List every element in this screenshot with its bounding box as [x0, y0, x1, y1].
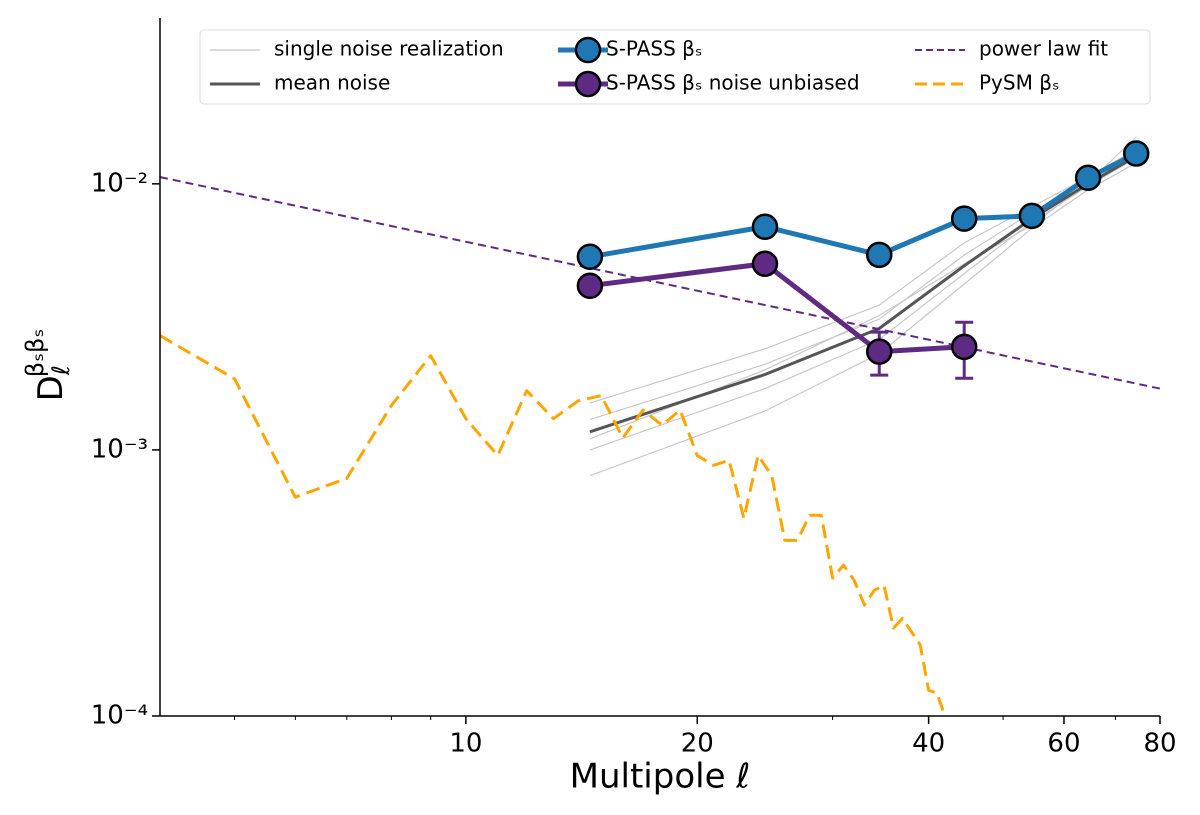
- data-point: [1122, 140, 1150, 167]
- data-point: [576, 272, 604, 299]
- legend-label: mean noise: [274, 71, 390, 95]
- series-line: [589, 261, 965, 355]
- data-point: [751, 250, 779, 277]
- legend-label: power law fit: [979, 37, 1108, 61]
- series-line: [160, 334, 947, 716]
- series-line: [589, 154, 1137, 434]
- data-point: [576, 243, 604, 271]
- legend-label: single noise realization: [274, 37, 504, 61]
- x-tick-label: 40: [912, 729, 945, 759]
- legend-label: S-PASS βₛ noise unbiased: [606, 71, 860, 95]
- data-point: [950, 205, 978, 232]
- legend-marker: [574, 70, 602, 98]
- y-axis-label: Dℓβₛβₛ: [21, 329, 75, 402]
- legend-label: S-PASS βₛ: [606, 37, 702, 61]
- x-tick-label: 80: [1143, 729, 1176, 759]
- data-point: [865, 241, 893, 269]
- data-point: [1074, 164, 1102, 192]
- y-tick-label: 10⁻⁴: [91, 701, 148, 731]
- data-point: [751, 213, 779, 240]
- y-tick-label: 10⁻³: [91, 434, 148, 464]
- legend-marker: [574, 36, 602, 64]
- x-tick-label: 60: [1047, 729, 1080, 759]
- plot-area: [160, 136, 1160, 716]
- data-point: [1018, 202, 1046, 230]
- x-tick-label: 20: [681, 729, 714, 759]
- y-label-base: D: [31, 375, 71, 401]
- noise-realization: [589, 152, 1137, 421]
- x-axis-label: Multipole ℓ: [570, 757, 751, 797]
- legend: single noise realization mean noise S-PASS…: [199, 29, 1151, 105]
- axes: 10 20 40 60 80 10⁻⁴ 10⁻³ 10⁻²: [91, 18, 1177, 759]
- y-label-sup: βₛβₛ: [21, 329, 49, 378]
- data-point: [865, 338, 893, 365]
- data-point: [950, 333, 978, 361]
- legend-frame: [199, 29, 1151, 105]
- y-tick-label: 10⁻²: [91, 168, 148, 198]
- legend-label: PySM βₛ: [979, 71, 1059, 95]
- noise-realization: [589, 162, 1137, 477]
- x-tick-label: 10: [449, 729, 482, 759]
- y-label-sub: ℓ: [47, 365, 75, 376]
- series-line: [160, 176, 1160, 390]
